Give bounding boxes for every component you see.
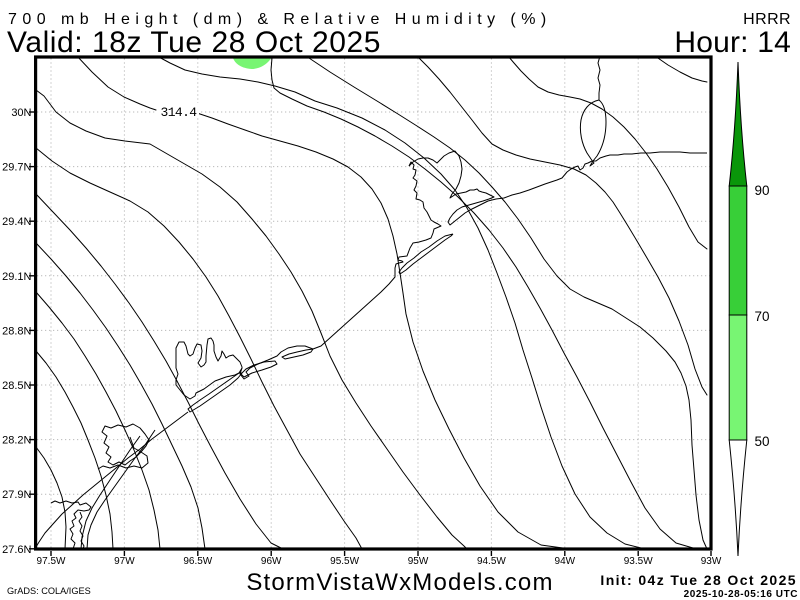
svg-text:Init: 04z Tue 28 Oct 2025: Init: 04z Tue 28 Oct 2025 [600,572,797,588]
svg-text:50: 50 [755,434,770,449]
svg-text:70: 70 [755,309,770,324]
svg-text:Valid: 18z Tue 28 Oct 2025: Valid: 18z Tue 28 Oct 2025 [7,26,381,59]
svg-text:2025-10-28-05:16 UTC: 2025-10-28-05:16 UTC [684,589,798,600]
svg-text:93.5W: 93.5W [624,556,653,567]
svg-text:29.7N: 29.7N [2,162,31,174]
svg-text:93W: 93W [701,556,722,567]
svg-text:27.9N: 27.9N [2,489,31,501]
svg-text:95.5W: 95.5W [330,556,359,567]
svg-text:28.8N: 28.8N [2,325,31,337]
svg-text:28.2N: 28.2N [2,435,31,447]
svg-text:Hour: 14: Hour: 14 [674,26,791,59]
svg-text:GrADS: COLA/IGES: GrADS: COLA/IGES [7,586,91,596]
svg-text:96W: 96W [261,556,282,567]
svg-text:700 mb Height (dm) & Relative: 700 mb Height (dm) & Relative Humidity (… [8,11,552,28]
svg-text:90: 90 [755,183,770,198]
svg-text:96.5W: 96.5W [183,556,212,567]
svg-text:30N: 30N [11,107,31,119]
svg-text:314.4: 314.4 [161,105,198,120]
svg-text:94.5W: 94.5W [477,556,506,567]
svg-text:27.6N: 27.6N [2,544,31,556]
svg-text:29.4N: 29.4N [2,216,31,228]
svg-text:95W: 95W [408,556,429,567]
svg-text:94W: 94W [555,556,576,567]
svg-text:29.1N: 29.1N [2,271,31,283]
svg-text:97W: 97W [114,556,135,567]
svg-text:28.5N: 28.5N [2,380,31,392]
svg-text:97.5W: 97.5W [37,556,66,567]
svg-text:StormVistaWxModels.com: StormVistaWxModels.com [246,569,553,596]
svg-text:HRRR: HRRR [743,11,791,28]
